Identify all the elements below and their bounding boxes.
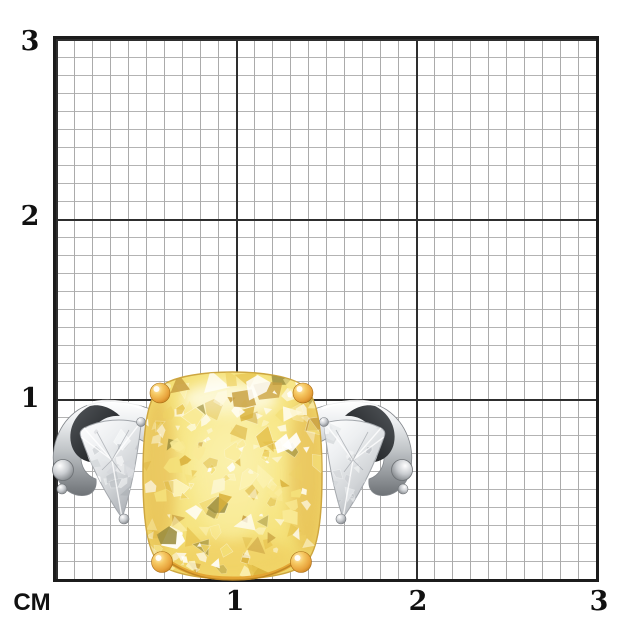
- side-stone-prong: [335, 513, 347, 525]
- ruler-unit-label: CM: [13, 589, 51, 616]
- side-stone-prong: [118, 513, 130, 525]
- prong-top-left: [149, 382, 171, 404]
- side-stone-prong: [136, 417, 146, 427]
- prong-top-right: [292, 382, 314, 404]
- prong-bottom-right: [290, 551, 312, 573]
- ruler-label-x-3: 3: [589, 586, 609, 617]
- ruler-label-y-2: 2: [20, 201, 40, 232]
- ruler-label-y-1: 1: [20, 383, 40, 414]
- band-end-knob-left: [52, 459, 74, 481]
- band-end-knob-right: [391, 459, 413, 481]
- center-stone: [142, 371, 323, 581]
- ruler-label-y-3: 3: [20, 26, 40, 57]
- ruler-label-x-1: 1: [225, 586, 245, 617]
- side-stone-right: [319, 417, 386, 525]
- ruler-label-x-2: 2: [408, 586, 428, 617]
- side-stone-prong: [319, 417, 329, 427]
- prong-bottom-left: [151, 551, 173, 573]
- gold-prongs: [149, 382, 314, 573]
